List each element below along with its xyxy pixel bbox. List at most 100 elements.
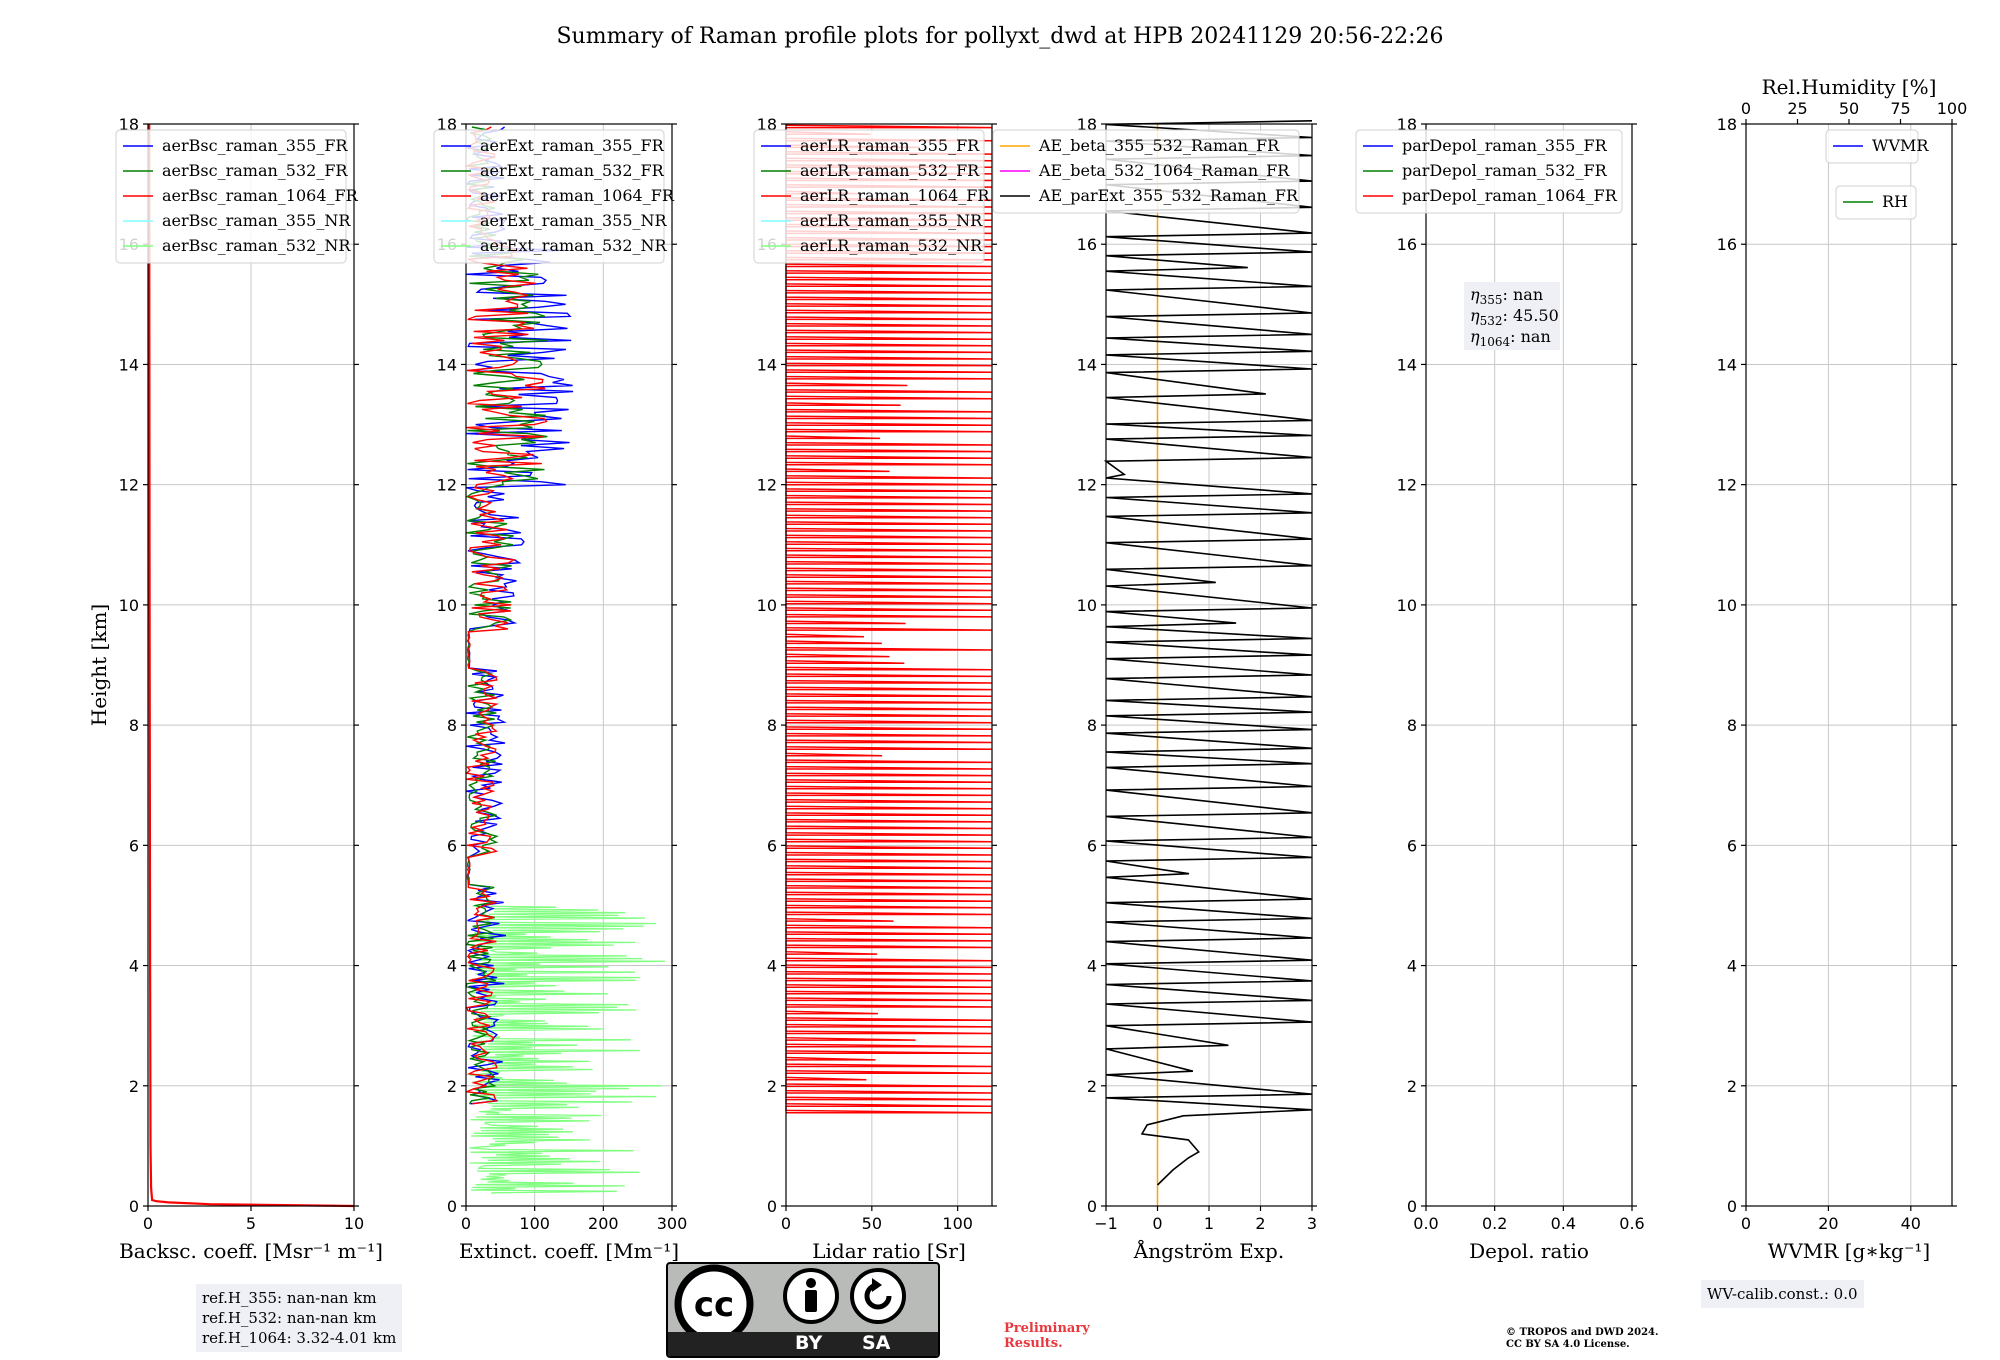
series-line-aerLR_raman_1064_FR <box>785 124 993 1114</box>
copyright-note: © TROPOS and DWD 2024. CC BY SA 4.0 Lice… <box>1506 1327 1658 1351</box>
x-tick-label: 3 <box>1307 1214 1317 1233</box>
x-axis-label: Depol. ratio <box>1469 1239 1589 1263</box>
legend-frame <box>115 129 347 264</box>
y-tick-label: 12 <box>1717 476 1737 495</box>
x-tick-label: 0 <box>461 1214 471 1233</box>
top-x-tick-label: 25 <box>1787 99 1807 118</box>
y-tick-label: 12 <box>437 476 457 495</box>
y-axis-label: Height [km] <box>87 604 111 726</box>
panel-5: 0 2 4 6 8 10 12 14 16 18 0.0 0.2 0.4 0.6 Depol. ratio p… <box>1355 115 1645 1263</box>
x-tick-label: 50 <box>862 1214 882 1233</box>
y-tick-label: 14 <box>1077 355 1097 374</box>
legend-label-aerBsc_raman_355_NR: aerBsc_raman_355_NR <box>162 211 351 230</box>
cc-license-bar <box>668 1332 938 1356</box>
x-tick-label: 0.6 <box>1619 1214 1644 1233</box>
y-tick-label: 16 <box>1397 235 1417 254</box>
cc-license-icons: cc <box>674 1264 906 1344</box>
panel-1-data <box>148 123 355 1208</box>
y-tick-label: 6 <box>767 836 777 855</box>
y-tick-label: 18 <box>757 115 777 134</box>
legend-label-aerLR_raman_355_FR: aerLR_raman_355_FR <box>800 136 980 155</box>
axes-frame <box>465 123 673 1207</box>
sa-share-icon <box>850 1268 906 1324</box>
y-tick-label: 18 <box>437 115 457 134</box>
y-tick-label: 18 <box>119 115 139 134</box>
y-tick-label: 12 <box>757 476 777 495</box>
legend-frame <box>1825 129 1919 164</box>
preliminary-line-2: Results. <box>1004 1336 1063 1351</box>
series-line-aerExt_raman_532_FR <box>464 126 549 1105</box>
x-tick-label: 0.0 <box>1413 1214 1438 1233</box>
legend-label-RH: RH <box>1882 192 1908 211</box>
panel-3: 024681012141618050100Lidar ratio [Sr]aer… <box>753 115 997 1263</box>
legend-label-aerExt_raman_355_FR: aerExt_raman_355_FR <box>480 136 665 155</box>
series-line-aerBsc_raman_1064_FR <box>148 123 355 1208</box>
legend-label-aerLR_raman_532_FR: aerLR_raman_532_FR <box>800 161 980 180</box>
x-axis-label: Extinct. coeff. [Mm⁻¹] <box>459 1239 679 1263</box>
legend-label-AE_beta_532_1064_Raman_FR: AE_beta_532_1064_Raman_FR <box>1038 161 1290 180</box>
y-tick-label: 2 <box>1087 1077 1097 1096</box>
cc-sa-label: SA <box>862 1332 891 1354</box>
y-tick-label: 18 <box>1397 115 1417 134</box>
y-tick-label: 2 <box>1727 1077 1737 1096</box>
x-axis-label: Ångström Exp. <box>1133 1238 1284 1263</box>
y-tick-label: 12 <box>1077 476 1097 495</box>
y-tick-label: 6 <box>1087 836 1097 855</box>
figure-title: Summary of Raman profile plots for polly… <box>556 24 1443 49</box>
y-tick-label: 8 <box>1087 716 1097 735</box>
preliminary-note: Preliminary Results. <box>1004 1321 1090 1351</box>
x-axis-label: WVMR [g∗kg⁻¹] <box>1768 1239 1930 1263</box>
legend-label-aerExt_raman_1064_FR: aerExt_raman_1064_FR <box>480 186 675 205</box>
legend-label-aerExt_raman_532_FR: aerExt_raman_532_FR <box>480 161 665 180</box>
y-tick-label: 6 <box>1407 836 1417 855</box>
top-x-tick-label: 75 <box>1890 99 1910 118</box>
y-tick-label: 8 <box>447 716 457 735</box>
legend-label-aerBsc_raman_532_NR: aerBsc_raman_532_NR <box>162 236 351 255</box>
y-tick-label: 14 <box>437 355 457 374</box>
cc-by-label: BY <box>795 1332 823 1354</box>
legend-frame <box>1835 185 1917 220</box>
axes-frame <box>1425 123 1633 1207</box>
legend-label-aerLR_raman_1064_FR: aerLR_raman_1064_FR <box>800 186 990 205</box>
y-tick-label: 6 <box>1727 836 1737 855</box>
legend-label-aerExt_raman_532_NR: aerExt_raman_532_NR <box>480 236 668 255</box>
wv-calib-text: WV-calib.const.: 0.0 <box>1707 1285 1858 1303</box>
y-tick-label: 10 <box>119 596 139 615</box>
legend-frame <box>753 129 985 264</box>
y-tick-label: 12 <box>119 476 139 495</box>
x-tick-label: −1 <box>1094 1214 1118 1233</box>
x-tick-label: 10 <box>344 1214 364 1233</box>
legend-frame <box>992 129 1300 214</box>
ref-height-532: ref.H_532: nan-nan km <box>202 1309 377 1327</box>
top-x-tick-label: 100 <box>1937 99 1968 118</box>
y-tick-label: 12 <box>1397 476 1417 495</box>
legend-label-aerBsc_raman_1064_FR: aerBsc_raman_1064_FR <box>162 186 359 205</box>
y-tick-label: 16 <box>1077 235 1097 254</box>
x-tick-label: 0.4 <box>1551 1214 1576 1233</box>
legend-label-parDepol_raman_355_FR: parDepol_raman_355_FR <box>1402 136 1608 155</box>
legend-label-aerExt_raman_355_NR: aerExt_raman_355_NR <box>480 211 668 230</box>
legend-label-AE_beta_355_532_Raman_FR: AE_beta_355_532_Raman_FR <box>1038 136 1280 155</box>
x-tick-label: 0 <box>143 1214 153 1233</box>
y-tick-label: 0 <box>447 1197 457 1216</box>
y-tick-label: 8 <box>767 716 777 735</box>
y-tick-label: 10 <box>1077 596 1097 615</box>
x-tick-label: 2 <box>1255 1214 1265 1233</box>
y-tick-label: 6 <box>447 836 457 855</box>
y-tick-label: 4 <box>447 957 457 976</box>
top-x-tick-label: 50 <box>1839 99 1859 118</box>
axes-frame <box>785 123 993 1207</box>
y-tick-label: 0 <box>1407 1197 1417 1216</box>
legend-label-aerLR_raman_355_NR: aerLR_raman_355_NR <box>800 211 983 230</box>
x-tick-label: 0 <box>781 1214 791 1233</box>
x-tick-label: 0.2 <box>1482 1214 1507 1233</box>
ref-height-355: ref.H_355: nan-nan km <box>202 1289 377 1307</box>
ref-height-1064: ref.H_1064: 3.32-4.01 km <box>202 1329 397 1347</box>
x-tick-label: 0 <box>1152 1214 1162 1233</box>
y-tick-label: 6 <box>129 836 139 855</box>
y-tick-label: 2 <box>1407 1077 1417 1096</box>
x-tick-label: 0 <box>1741 1214 1751 1233</box>
panel-2-legend: aerExt_raman_355_FR aerExt_raman_532_FRae… <box>433 129 675 264</box>
legend-label-aerBsc_raman_532_FR: aerBsc_raman_532_FR <box>162 161 348 180</box>
